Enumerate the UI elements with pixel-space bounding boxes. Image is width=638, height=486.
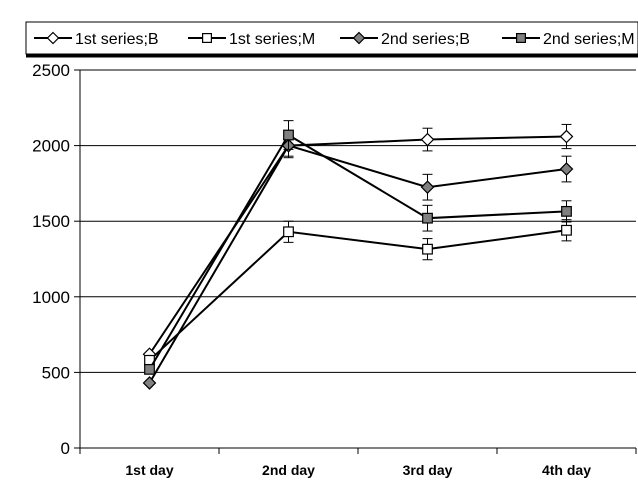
data-point [144,363,155,375]
legend: 1st series;B 1st series;M 2nd series;B 2nd … [25,21,638,58]
series-line [148,144,567,384]
legend-label: 2nd series;M [543,31,635,48]
data-point [559,162,574,176]
x-tick-labels: 1st day 2nd day 3rd day 4th day [125,462,591,478]
series-1 [142,123,574,362]
data-point [420,180,435,195]
series-2 [144,219,572,366]
legend-marker [202,32,213,43]
y-tick-label: 1500 [32,212,70,231]
x-tick-label: 3rd day [403,462,453,478]
x-tick-label: 2nd day [262,462,315,478]
series-3 [142,133,574,390]
legend-label: 1st series;M [229,31,315,48]
legend-label: 1st series;B [75,31,159,48]
data-point [561,205,572,217]
gridlines [80,69,636,373]
data-point [420,132,435,147]
axes [74,69,637,454]
y-tick-label: 2500 [32,61,70,80]
x-tick-label: 4th day [542,462,591,478]
y-tick-labels: 0 500 1000 1500 2000 2500 [32,61,70,458]
series-4 [144,120,572,375]
data-point [422,243,433,255]
series-line [148,229,567,362]
data-point [561,224,572,236]
data-point [283,129,294,141]
y-tick-label: 1000 [32,288,70,307]
series-group [142,120,574,390]
data-point [559,129,574,144]
legend-marker [515,32,526,43]
y-tick-label: 2000 [32,137,70,156]
x-tick-label: 1st day [125,462,173,478]
data-point [422,212,433,224]
legend-marker [46,31,60,45]
legend-label: 2nd series;B [381,31,470,48]
data-point [283,226,294,238]
y-tick-label: 0 [61,439,70,458]
legend-marker [352,31,366,45]
series-line [148,135,567,355]
data-point [142,376,157,390]
y-tick-label: 500 [42,363,70,382]
series-line [148,133,567,370]
